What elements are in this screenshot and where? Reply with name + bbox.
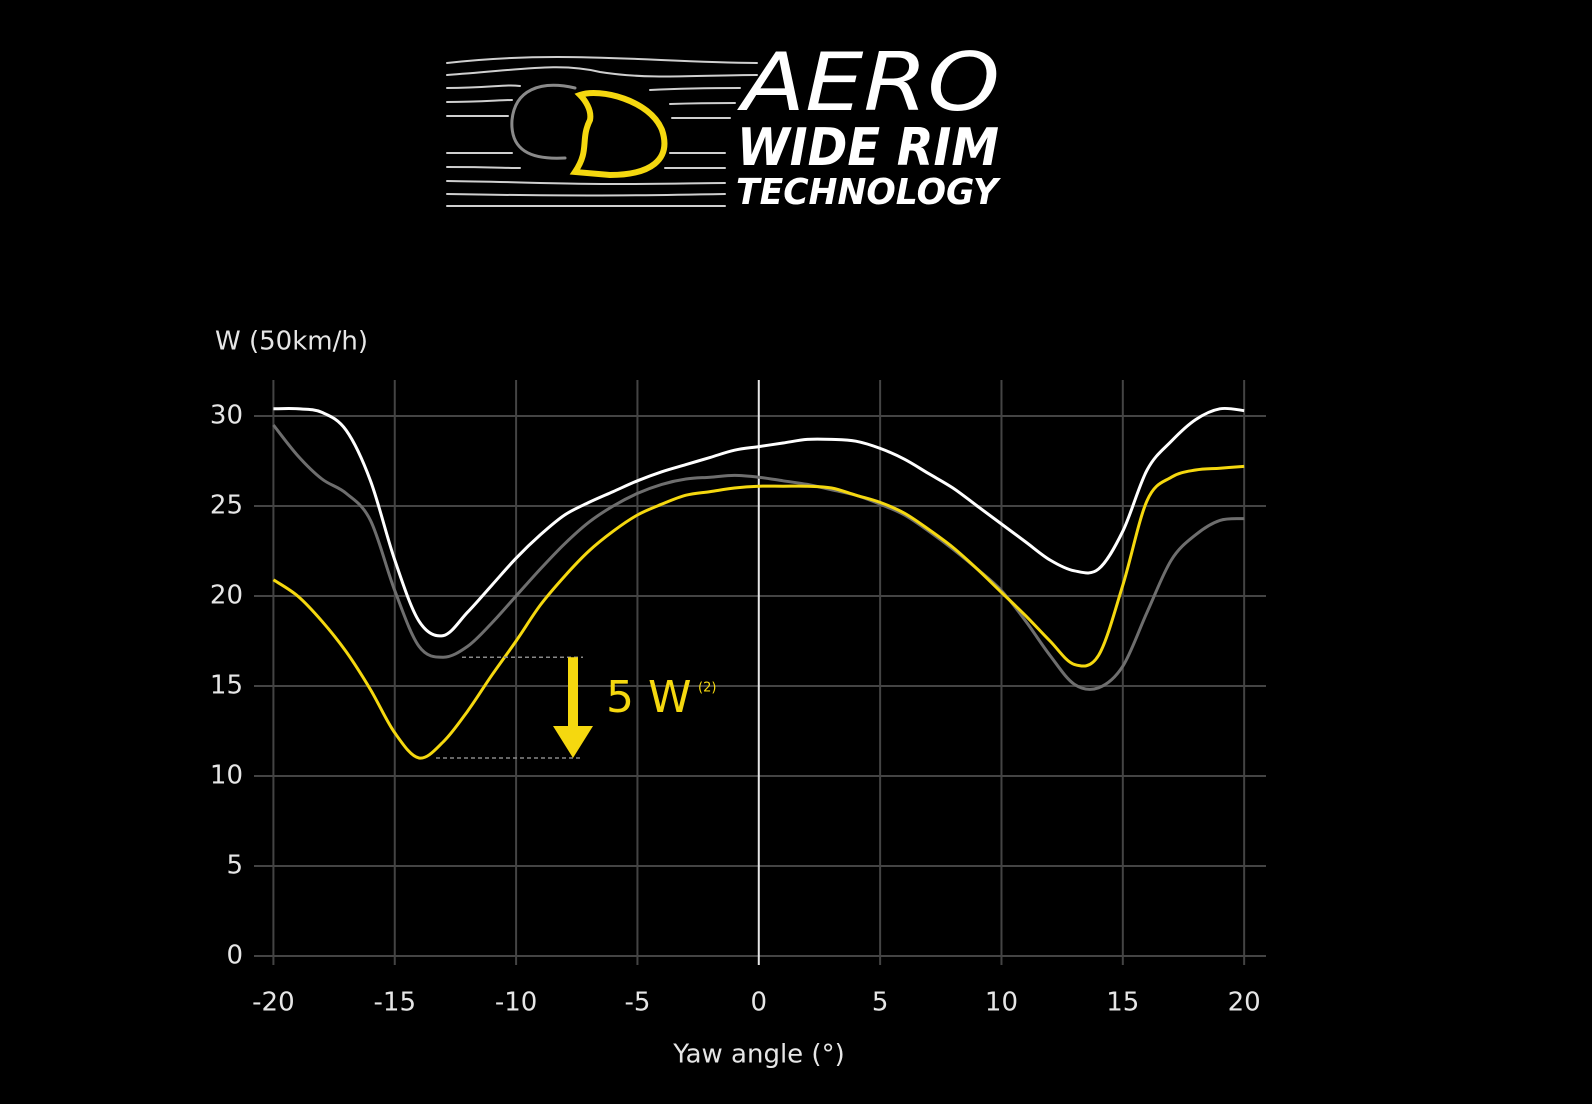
data-line — [272, 424, 1245, 691]
x-tick-label: 5 — [872, 988, 889, 1018]
x-tick-label: 0 — [751, 988, 768, 1018]
x-tick-label: 10 — [985, 988, 1018, 1018]
logo-text: WIDE RIM — [737, 118, 999, 178]
data-line — [272, 464, 1245, 760]
logo-text: AERO — [736, 36, 1000, 129]
data-line — [273, 406, 1245, 638]
y-tick-label: 30 — [210, 401, 243, 431]
x-axis-label: Yaw angle (°) — [672, 1040, 844, 1070]
annotation-superscript: (2) — [698, 681, 716, 696]
x-tick-label: -20 — [252, 988, 294, 1018]
x-tick-label: -5 — [624, 988, 650, 1018]
x-tick-label: 15 — [1106, 988, 1139, 1018]
y-tick-label: 5 — [226, 851, 243, 881]
logo-text: TECHNOLOGY — [736, 172, 1002, 213]
y-tick-label: 10 — [210, 761, 243, 791]
x-tick-label: 20 — [1228, 988, 1261, 1018]
y-tick-label: 20 — [210, 581, 243, 611]
arrow — [553, 657, 593, 758]
x-tick-label: -15 — [374, 988, 416, 1018]
y-tick-label: 25 — [210, 491, 243, 521]
logo-graphic — [446, 56, 758, 207]
annotation-text: 5 W — [606, 672, 692, 723]
x-tick-label: -10 — [495, 988, 537, 1018]
y-tick-label: 15 — [210, 671, 243, 701]
y-tick-label: 0 — [226, 941, 243, 971]
y-axis-label: W (50km/h) — [215, 327, 368, 357]
